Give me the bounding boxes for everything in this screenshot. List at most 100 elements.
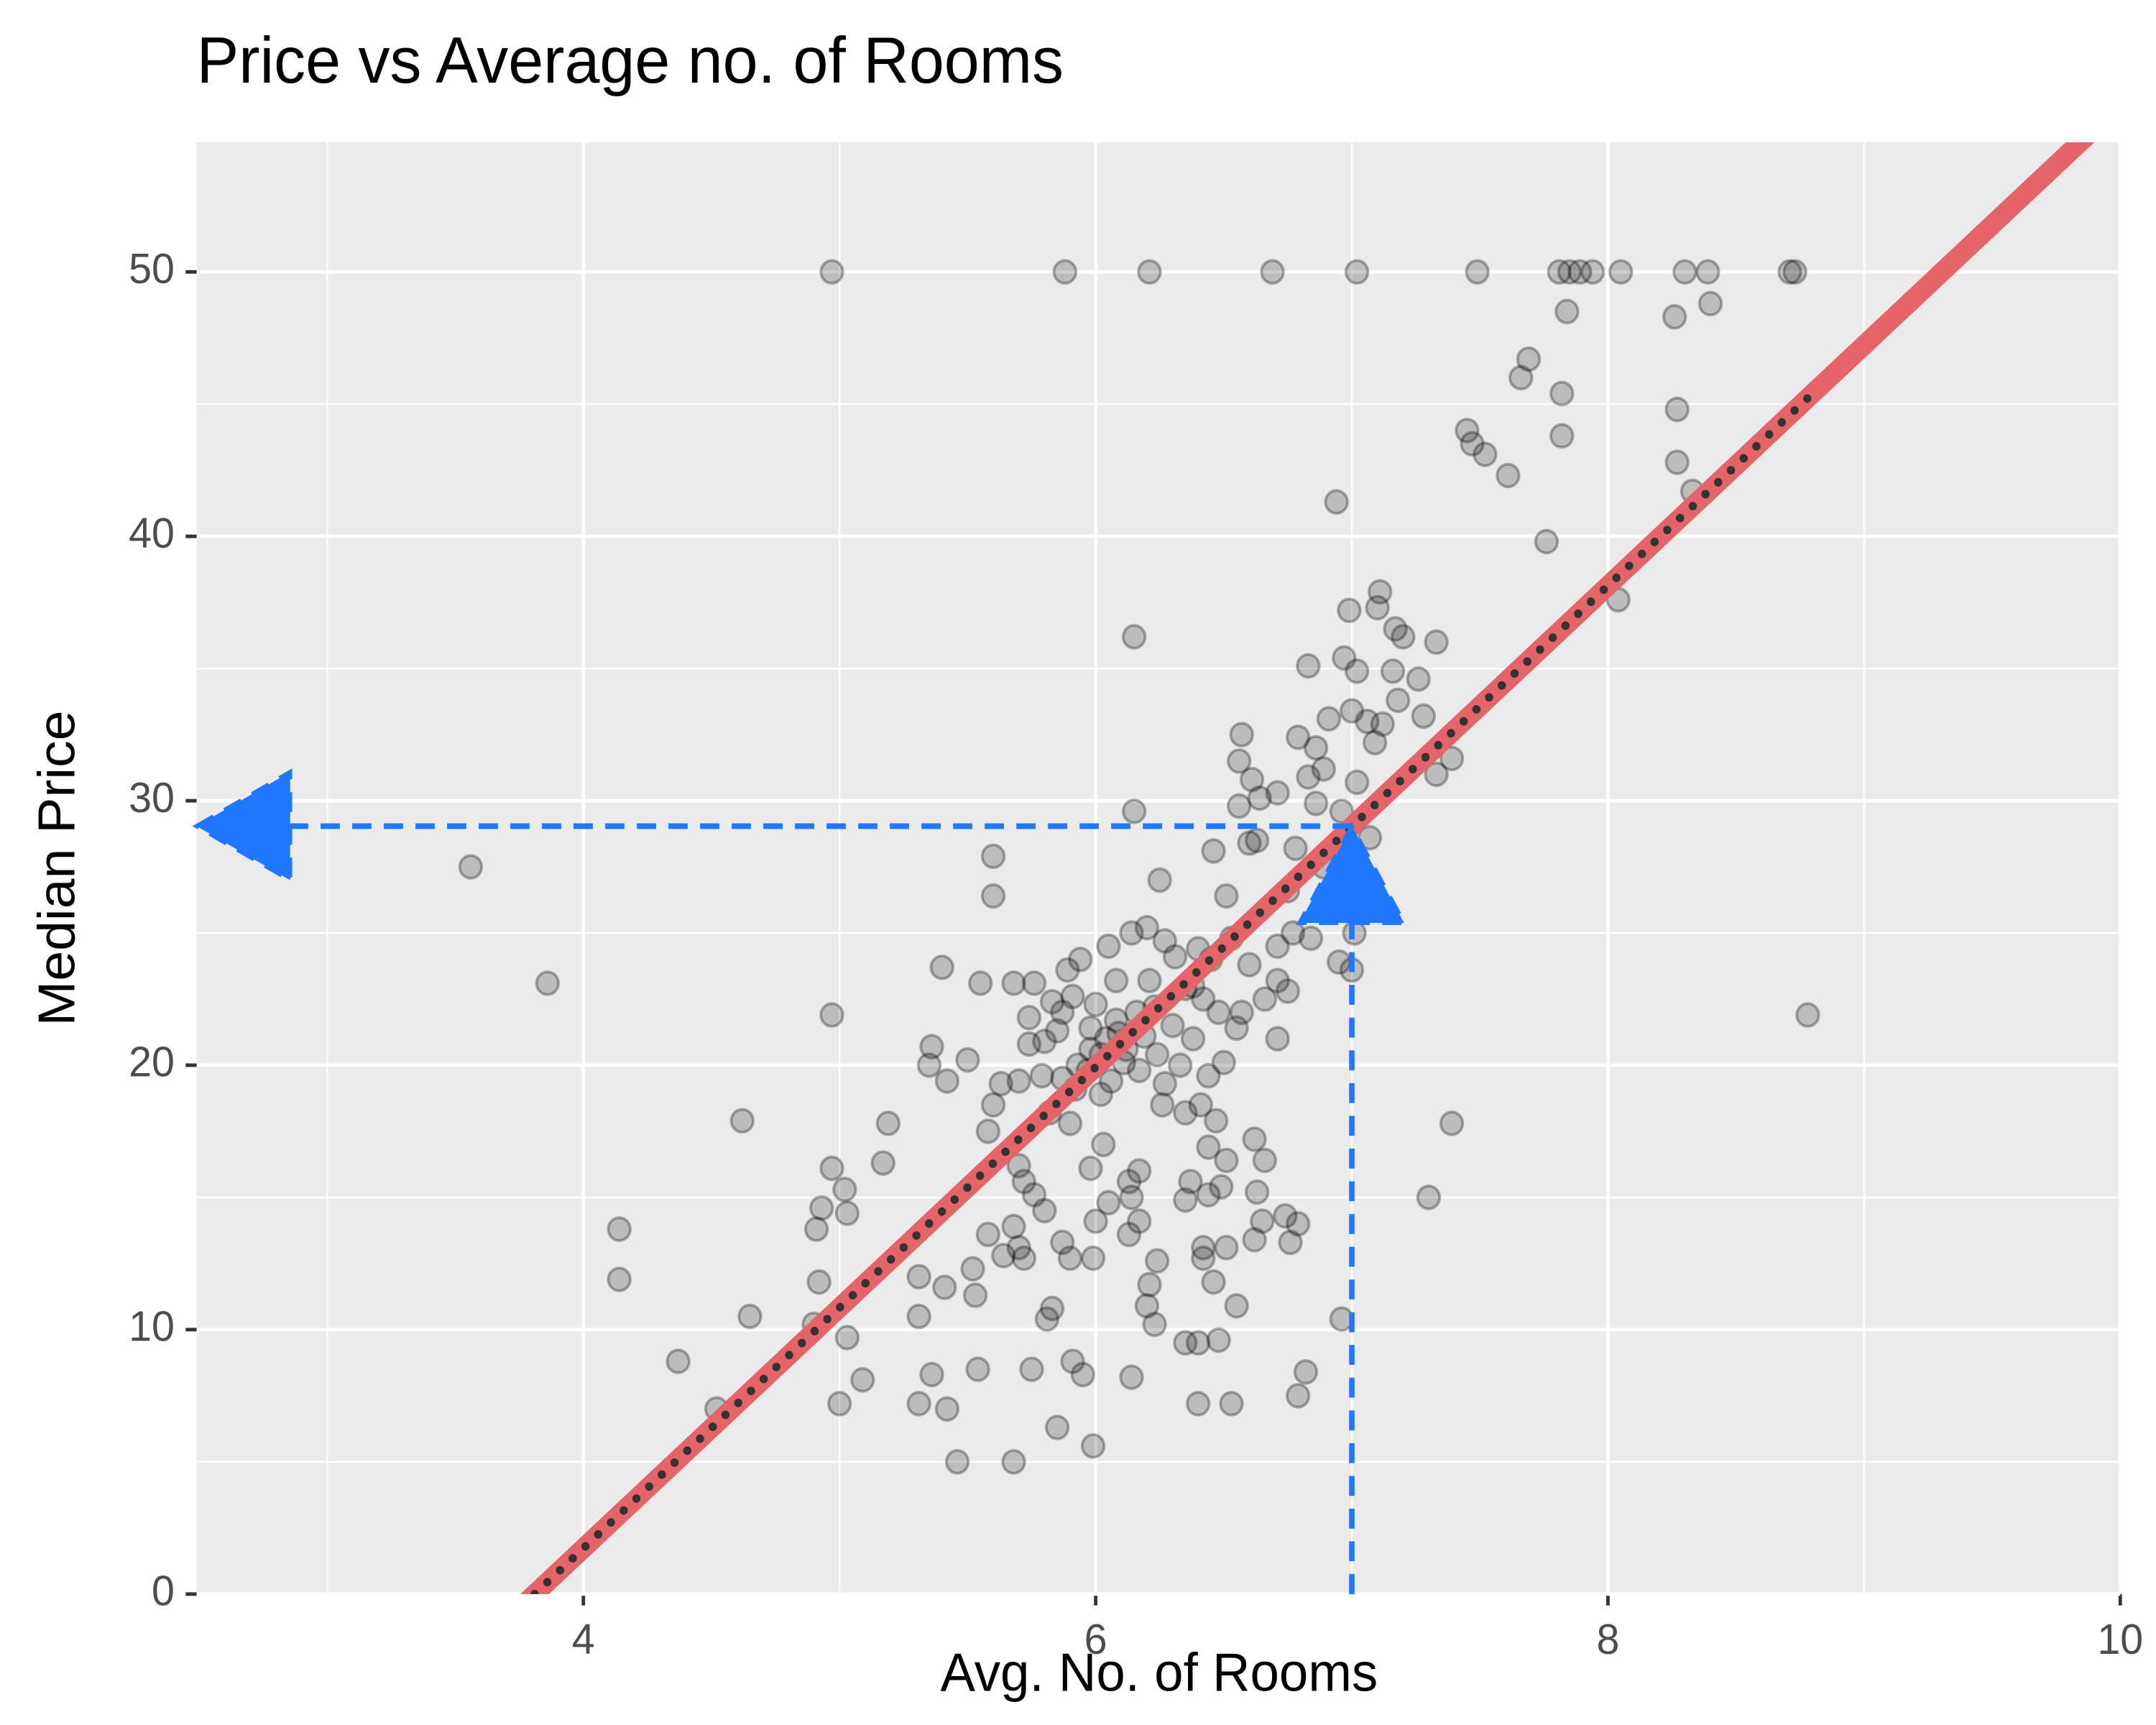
point (1226, 748, 1252, 774)
point (1050, 999, 1075, 1026)
point (934, 1396, 960, 1422)
point (1265, 967, 1290, 994)
point (932, 1274, 957, 1300)
x-tick-label: 8 (1596, 1616, 1619, 1663)
point (975, 1118, 1001, 1144)
point (1337, 597, 1362, 624)
point (1134, 914, 1160, 941)
y-axis-title: Median Price (27, 710, 86, 1026)
point (1152, 928, 1178, 954)
point (929, 954, 954, 980)
point (1206, 1327, 1231, 1353)
point (1068, 947, 1093, 972)
point (1278, 1229, 1303, 1256)
point (980, 1092, 1006, 1118)
point (1191, 1235, 1216, 1261)
point (1580, 259, 1606, 285)
point (1242, 1227, 1267, 1253)
point (1406, 666, 1431, 692)
point (1516, 346, 1542, 372)
point (806, 1269, 831, 1295)
point (1424, 629, 1449, 656)
point (1224, 1292, 1249, 1319)
point (1214, 1235, 1239, 1261)
point (1188, 1092, 1213, 1118)
point (1662, 304, 1687, 330)
point (960, 1256, 985, 1282)
point (834, 1325, 860, 1351)
point (1303, 790, 1329, 816)
point (1324, 489, 1349, 515)
point (1664, 396, 1690, 423)
point (1362, 730, 1388, 755)
point (1391, 624, 1416, 650)
point (1460, 431, 1485, 457)
point (819, 1155, 844, 1182)
point (1672, 259, 1697, 285)
point (1039, 988, 1065, 1015)
point (1126, 1057, 1152, 1084)
point (737, 1303, 763, 1330)
point (1557, 259, 1583, 285)
chart-title: Price vs Average no. of Rooms (197, 24, 1064, 97)
point (1465, 259, 1490, 285)
point (1332, 645, 1357, 671)
point (1239, 766, 1265, 793)
point (906, 1264, 931, 1290)
point (1226, 793, 1252, 819)
point (1265, 1026, 1290, 1052)
point (1252, 986, 1278, 1012)
point (1782, 259, 1807, 285)
point (1283, 835, 1308, 862)
point (1137, 259, 1162, 285)
point (1126, 1158, 1152, 1184)
point (607, 1216, 632, 1242)
point (1098, 1068, 1124, 1094)
point (1191, 986, 1216, 1012)
point (1196, 1062, 1221, 1089)
point (1252, 1147, 1278, 1174)
point (980, 883, 1006, 909)
point (535, 970, 561, 996)
point (1034, 1306, 1060, 1333)
point (1214, 1147, 1239, 1174)
point (1311, 756, 1337, 782)
point (1001, 1449, 1026, 1475)
point (1280, 920, 1306, 946)
point (1411, 703, 1437, 730)
point (1162, 944, 1188, 970)
point (1439, 1110, 1465, 1136)
point (1508, 364, 1534, 391)
point (850, 1366, 875, 1393)
point (1695, 259, 1720, 285)
point (975, 1221, 1001, 1248)
point (1273, 1202, 1298, 1229)
point (1119, 1364, 1144, 1390)
point (1006, 1068, 1031, 1094)
point (1078, 1015, 1103, 1041)
point (834, 1200, 860, 1226)
point (1244, 827, 1270, 854)
point (1021, 1182, 1047, 1208)
point (1534, 528, 1560, 555)
point (1152, 1070, 1178, 1097)
point (1224, 1015, 1249, 1041)
point (1214, 883, 1239, 909)
point (1285, 1210, 1311, 1237)
point (1357, 824, 1383, 851)
point (1060, 983, 1085, 1010)
point (1150, 1092, 1175, 1118)
point (944, 1449, 970, 1475)
point (1608, 259, 1634, 285)
point (1137, 1271, 1162, 1298)
point (1121, 798, 1147, 824)
point (1795, 1002, 1820, 1028)
x-tick-label: 6 (1084, 1616, 1107, 1663)
point (1196, 1182, 1221, 1208)
point (988, 1070, 1013, 1097)
point (1285, 724, 1311, 750)
point (934, 1068, 960, 1094)
point (1229, 999, 1254, 1026)
point (1083, 991, 1108, 1018)
